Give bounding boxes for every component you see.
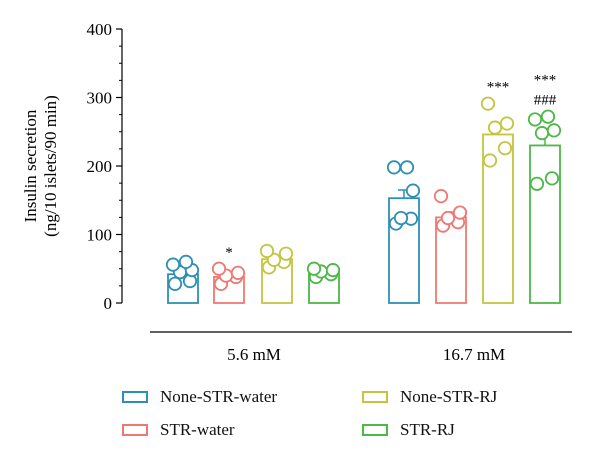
point-s0-g0-4 [165,257,181,272]
point-s3-g1-2 [534,126,550,141]
x-tick-label-1: 16.7 mM [443,345,505,364]
y-tick-label-4: 400 [87,20,113,39]
point-s0-g0-5 [178,254,194,269]
point-s3-g0-4 [306,261,322,276]
y-tick-label-1: 100 [87,226,113,245]
point-s2-g1-2 [487,120,503,135]
point-s2-g1-1 [497,141,513,156]
point-s3-g0-3 [325,263,341,278]
point-s2-g1-4 [480,96,496,111]
x-tick-label-0: 5.6 mM [227,345,281,364]
point-s0-g1-2 [393,210,409,226]
y-tick-label-3: 300 [87,89,113,108]
point-s0-g1-4 [386,160,402,175]
point-s1-g0-3 [230,265,246,280]
sig-s3-g1-0: *** [534,73,557,89]
point-s2-g0-4 [259,243,275,259]
point-s3-g1-5 [540,109,556,124]
point-s3-g1-4 [527,112,543,127]
point-s1-g1-2 [440,210,456,226]
points-layer [165,96,562,291]
point-s3-g1-3 [546,123,562,138]
y-axis-label-line1: Insulin secretion [21,109,40,222]
point-s1-g1-3 [452,205,468,220]
point-s2-g1-3 [499,116,515,131]
bar-s3-g1 [529,144,561,304]
point-s1-g0-4 [211,261,227,276]
sig-s3-g1-1: ### [534,93,557,109]
y-tick-label-2: 200 [87,157,113,176]
point-s2-g1-0 [482,153,498,168]
significance-layer: **** ***### [225,73,557,261]
point-s2-g0-3 [278,246,294,261]
sig-s2-g1-0: *** [487,80,510,96]
point-s3-g1-0 [529,176,545,191]
point-s1-g1-4 [433,189,449,204]
y-tick-label-0: 0 [104,294,113,313]
axes: 0 100 200 300 400 5.6 mM 16.7 mM [87,20,572,364]
sig-s1-g0-0: * [225,245,233,261]
y-axis-label-line2: (ng/10 islets/90 min) [41,95,60,237]
point-s0-g1-5 [399,160,415,175]
point-s3-g1-1 [544,171,560,186]
point-s0-g0-0 [167,276,183,291]
point-s0-g1-3 [405,183,421,198]
